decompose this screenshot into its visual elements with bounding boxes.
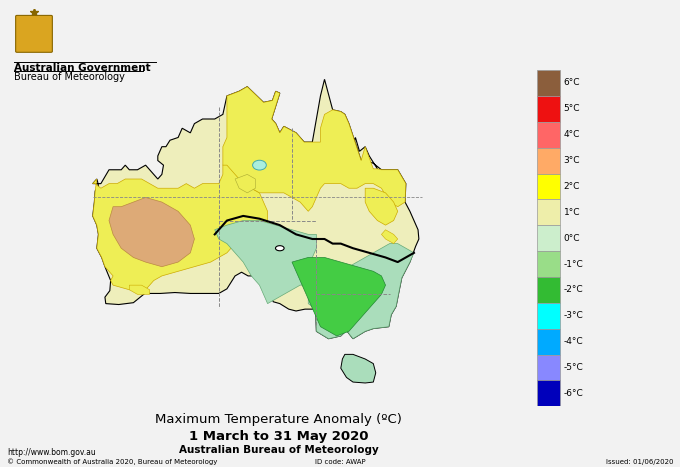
Text: -1°C: -1°C xyxy=(564,260,583,269)
Text: © Commonwealth of Australia 2020, Bureau of Meteorology: © Commonwealth of Australia 2020, Bureau… xyxy=(7,458,217,465)
FancyBboxPatch shape xyxy=(16,15,52,52)
Polygon shape xyxy=(292,257,386,336)
Bar xyxy=(537,303,560,329)
Polygon shape xyxy=(381,230,398,244)
Polygon shape xyxy=(223,87,406,211)
Polygon shape xyxy=(129,285,150,294)
Bar xyxy=(537,199,560,225)
Text: -2°C: -2°C xyxy=(564,285,583,294)
Bar xyxy=(537,96,560,122)
Text: 5°C: 5°C xyxy=(564,104,580,113)
Bar xyxy=(537,122,560,148)
Bar xyxy=(537,174,560,199)
Text: -5°C: -5°C xyxy=(564,363,583,372)
Polygon shape xyxy=(92,161,268,290)
Text: 6°C: 6°C xyxy=(564,78,580,87)
Text: 3°C: 3°C xyxy=(564,156,580,165)
Text: -4°C: -4°C xyxy=(564,337,583,346)
Polygon shape xyxy=(235,174,256,193)
Polygon shape xyxy=(215,220,414,339)
Polygon shape xyxy=(92,79,419,339)
Text: Australian Government: Australian Government xyxy=(14,63,150,73)
Text: 4°C: 4°C xyxy=(564,130,580,139)
Ellipse shape xyxy=(275,246,284,251)
Bar xyxy=(537,70,560,96)
Polygon shape xyxy=(109,198,194,267)
Text: Bureau of Meteorology: Bureau of Meteorology xyxy=(14,72,124,82)
Text: 0°C: 0°C xyxy=(564,234,580,243)
Polygon shape xyxy=(365,188,398,225)
Polygon shape xyxy=(341,354,376,383)
Ellipse shape xyxy=(252,160,267,170)
Text: 2°C: 2°C xyxy=(564,182,580,191)
Bar xyxy=(537,148,560,174)
Bar xyxy=(537,251,560,277)
Text: Australian Bureau of Meteorology: Australian Bureau of Meteorology xyxy=(179,445,379,454)
Text: 1°C: 1°C xyxy=(564,208,580,217)
Text: -3°C: -3°C xyxy=(564,311,583,320)
Text: Maximum Temperature Anomaly (ºC): Maximum Temperature Anomaly (ºC) xyxy=(155,413,403,426)
Bar xyxy=(537,354,560,381)
Bar xyxy=(537,329,560,354)
Text: 1 March to 31 May 2020: 1 March to 31 May 2020 xyxy=(189,430,369,443)
Text: -6°C: -6°C xyxy=(564,389,583,398)
Bar xyxy=(537,225,560,251)
Bar xyxy=(537,381,560,406)
Bar xyxy=(537,277,560,303)
Text: ID code: AWAP: ID code: AWAP xyxy=(315,459,365,465)
Text: http://www.bom.gov.au: http://www.bom.gov.au xyxy=(7,448,96,457)
Text: Issued: 01/06/2020: Issued: 01/06/2020 xyxy=(606,459,673,465)
